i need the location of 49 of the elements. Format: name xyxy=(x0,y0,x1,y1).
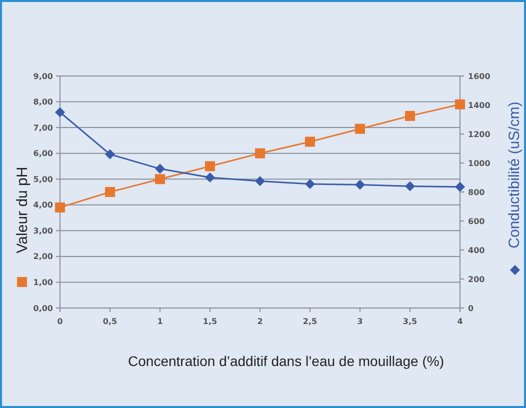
x-tick-label: 1 xyxy=(157,317,164,326)
point xyxy=(55,107,65,118)
y2-tick-label: 1200 xyxy=(468,130,491,139)
x-tick-label: 0 xyxy=(57,317,64,326)
x-tick-label: 2 xyxy=(257,317,263,326)
point xyxy=(205,161,215,172)
point xyxy=(155,164,165,174)
point xyxy=(455,99,465,110)
point xyxy=(405,110,415,121)
y-tick-label: 7,00 xyxy=(33,123,54,132)
y2-tick-label: 800 xyxy=(468,188,486,197)
point xyxy=(305,136,315,147)
y2-tick-label: 1400 xyxy=(468,100,491,110)
x-tick-label: 3,5 xyxy=(402,317,418,326)
point xyxy=(55,202,65,212)
y-tick-label: 9,00 xyxy=(33,72,54,81)
point xyxy=(355,180,365,190)
y-tick-label: 2,00 xyxy=(33,252,54,262)
y2-tick-label: 1600 xyxy=(468,72,491,81)
y-tick-label: 1,00 xyxy=(33,278,54,288)
y-tick-label: 0,00 xyxy=(33,304,54,313)
y2-tick-label: 400 xyxy=(468,246,486,255)
y-tick-label: 8,00 xyxy=(33,98,54,107)
point xyxy=(105,187,115,197)
point xyxy=(405,181,415,192)
x-tick-label: 4 xyxy=(457,317,464,326)
y-tick-label: 6,00 xyxy=(33,149,54,158)
point xyxy=(255,148,265,158)
y2-tick-label: 600 xyxy=(468,216,486,226)
point xyxy=(155,174,165,184)
point xyxy=(105,149,115,160)
x-tick-label: 1,5 xyxy=(202,317,218,326)
y-tick-label: 3,00 xyxy=(33,226,54,236)
y2-axis-title: Conductibilité (uS/cm) xyxy=(506,102,523,248)
y-tick-label: 4,00 xyxy=(33,200,54,210)
x-axis-title: Concentration d’additif dans l’eau de mouillage (%) xyxy=(128,353,444,369)
point xyxy=(255,176,265,186)
point xyxy=(205,172,215,182)
x-tick-label: 0,5 xyxy=(102,317,118,326)
y-axis-title: Valeur du pH xyxy=(14,166,31,254)
point xyxy=(455,182,465,192)
x-tick-label: 2,5 xyxy=(302,317,318,326)
point xyxy=(355,124,365,134)
y-tick-label: 5,00 xyxy=(33,174,54,184)
y2-tick-label: 1000 xyxy=(468,158,491,168)
x-tick-label: 3 xyxy=(357,317,363,326)
point xyxy=(305,179,315,190)
y2-tick-label: 0 xyxy=(468,304,474,313)
y2-tick-label: 200 xyxy=(468,274,486,284)
